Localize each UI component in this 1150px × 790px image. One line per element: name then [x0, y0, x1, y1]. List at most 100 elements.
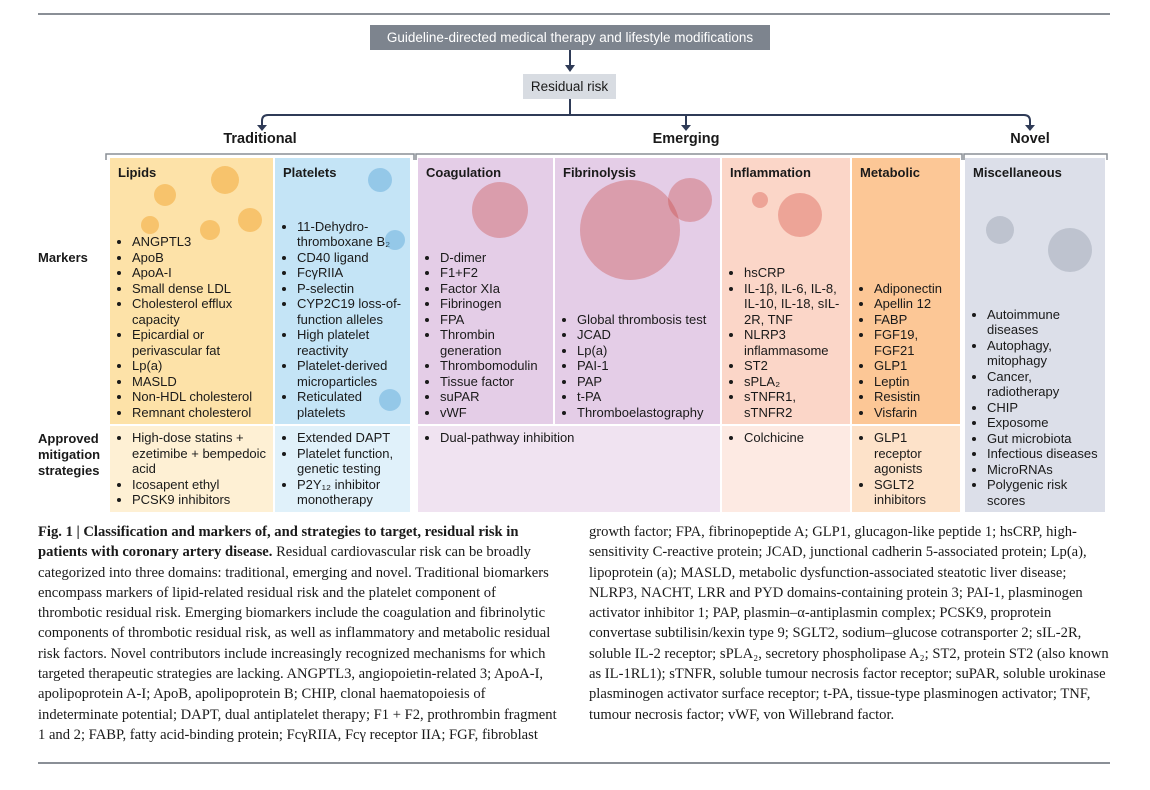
- marker-item: Global thrombosis test: [577, 312, 716, 328]
- column-title: Inflammation: [730, 165, 811, 180]
- group-label: Novel: [1010, 131, 1050, 147]
- strategy-item: SGLT2 inhibitors: [874, 477, 956, 508]
- marker-list: Global thrombosis testJCADLp(a)PAI-1PAPt…: [555, 312, 720, 421]
- arrow-head: [257, 125, 267, 131]
- marker-item: ApoB: [132, 250, 269, 266]
- marker-item: Thrombomodulin: [440, 358, 549, 374]
- marker-item: hsCRP: [744, 265, 846, 281]
- marker-item: Platelet-derived microparticles: [297, 358, 406, 389]
- strategy-block: High-dose statins + ezetimibe + bempedoi…: [110, 426, 273, 512]
- strategy-item: Colchicine: [744, 430, 846, 446]
- marker-item: Exposome: [987, 415, 1101, 431]
- row-label: Markers: [38, 250, 88, 265]
- marker-item: sPLA₂: [744, 374, 846, 390]
- strategy-block: Dual-pathway inhibition: [418, 426, 720, 512]
- marker-list: 11-Dehydro-thromboxane B₂CD40 ligandFcγR…: [275, 219, 410, 421]
- marker-item: vWF: [440, 405, 549, 421]
- strategy-item: Extended DAPT: [297, 430, 406, 446]
- tree-connectors: [105, 50, 1108, 160]
- strategy-list: Dual-pathway inhibition: [418, 430, 720, 446]
- strategy-item: High-dose statins + ezetimibe + bempedoi…: [132, 430, 269, 477]
- residual-risk-box: Residual risk: [523, 74, 616, 99]
- strategy-block: Extended DAPTPlatelet function, genetic …: [275, 426, 410, 512]
- strategy-item: PCSK9 inhibitors: [132, 492, 269, 508]
- marker-item: Leptin: [874, 374, 956, 390]
- column-title: Metabolic: [860, 165, 920, 180]
- strategy-list: Colchicine: [722, 430, 850, 446]
- marker-item: F1+F2: [440, 265, 549, 281]
- top-rule: [38, 13, 1110, 15]
- column-title: Lipids: [118, 165, 157, 180]
- strategy-list: GLP1 receptor agonistsSGLT2 inhibitors: [852, 430, 960, 508]
- strategy-block: Colchicine: [722, 426, 850, 512]
- group-bracket: [963, 153, 1108, 160]
- marker-item: Reticulated platelets: [297, 389, 406, 420]
- marker-item: ST2: [744, 358, 846, 374]
- marker-item: MicroRNAs: [987, 462, 1101, 478]
- caption-title: Fig. 1 | Classification and markers of, …: [38, 524, 519, 561]
- marker-column: Lipids ANGPTL3ApoBApoA-ISmall dense LDLCh…: [110, 158, 273, 424]
- marker-list: AdiponectinApellin 12FABPFGF19, FGF21GLP…: [852, 281, 960, 421]
- marker-item: Fibrinogen: [440, 296, 549, 312]
- marker-item: suPAR: [440, 389, 549, 405]
- marker-item: Polygenic risk scores: [987, 477, 1101, 508]
- marker-item: Epicardial or perivascular fat: [132, 327, 269, 358]
- marker-item: Apellin 12: [874, 296, 956, 312]
- therapy-box: Guideline-directed medical therapy and l…: [370, 25, 770, 50]
- marker-item: 11-Dehydro-thromboxane B₂: [297, 219, 406, 250]
- marker-item: CHIP: [987, 400, 1101, 416]
- marker-item: CYP2C19 loss-of-function alleles: [297, 296, 406, 327]
- marker-item: JCAD: [577, 327, 716, 343]
- arrow-head: [1025, 125, 1035, 131]
- group-label: Emerging: [652, 131, 720, 147]
- strategy-item: Platelet function, genetic testing: [297, 446, 406, 477]
- marker-item: Small dense LDL: [132, 281, 269, 297]
- marker-item: Lp(a): [577, 343, 716, 359]
- arrow-head: [565, 65, 575, 72]
- arrow-head: [681, 125, 691, 131]
- marker-list: hsCRPIL-1β, IL-6, IL-8, IL-10, IL-18, sI…: [722, 265, 850, 420]
- strategy-item: Dual-pathway inhibition: [440, 430, 716, 446]
- group-label: Traditional: [223, 131, 297, 147]
- marker-item: FcγRIIA: [297, 265, 406, 281]
- marker-item: Remnant cholesterol: [132, 405, 269, 421]
- strategy-list: Extended DAPTPlatelet function, genetic …: [275, 430, 410, 508]
- marker-item: Tissue factor: [440, 374, 549, 390]
- marker-column: Coagulation D-dimerF1+F2Factor XIaFibrino…: [418, 158, 553, 424]
- marker-list: Autoimmune diseasesAutophagy, mitophagyC…: [965, 307, 1105, 509]
- marker-column: Fibrinolysis Global thrombosis testJCADLp…: [555, 158, 720, 424]
- column-title: Platelets: [283, 165, 337, 180]
- marker-item: Lp(a): [132, 358, 269, 374]
- marker-item: PAP: [577, 374, 716, 390]
- marker-item: NLRP3 inflammasome: [744, 327, 846, 358]
- marker-item: FPA: [440, 312, 549, 328]
- strategy-list: High-dose statins + ezetimibe + bempedoi…: [110, 430, 273, 508]
- marker-item: ANGPTL3: [132, 234, 269, 250]
- caption-text: Residual cardiovascular risk can be broa…: [38, 524, 1109, 743]
- marker-item: ApoA-I: [132, 265, 269, 281]
- marker-item: Adiponectin: [874, 281, 956, 297]
- group-bracket: [105, 153, 415, 160]
- marker-item: GLP1: [874, 358, 956, 374]
- row-label: Approved mitigation strategies: [38, 431, 101, 478]
- marker-item: MASLD: [132, 374, 269, 390]
- column-title: Fibrinolysis: [563, 165, 636, 180]
- marker-item: CD40 ligand: [297, 250, 406, 266]
- marker-item: FGF19, FGF21: [874, 327, 956, 358]
- strategy-item: GLP1 receptor agonists: [874, 430, 956, 477]
- marker-list: ANGPTL3ApoBApoA-ISmall dense LDLCholeste…: [110, 234, 273, 420]
- figure-grid: Lipids ANGPTL3ApoBApoA-ISmall dense LDLCh…: [0, 0, 1150, 520]
- marker-item: Cancer, radiotherapy: [987, 369, 1101, 400]
- marker-item: Factor XIa: [440, 281, 549, 297]
- marker-item: Resistin: [874, 389, 956, 405]
- marker-column: Platelets 11-Dehydro-thromboxane B₂CD40 l…: [275, 158, 410, 424]
- marker-item: Cholesterol efflux capacity: [132, 296, 269, 327]
- figure-caption: Fig. 1 | Classification and markers of, …: [38, 522, 1110, 745]
- strategy-item: Icosapent ethyl: [132, 477, 269, 493]
- marker-item: P-selectin: [297, 281, 406, 297]
- marker-item: sTNFR1, sTNFR2: [744, 389, 846, 420]
- branch-line: [261, 114, 1031, 126]
- marker-item: t-PA: [577, 389, 716, 405]
- marker-column: Inflammation hsCRPIL-1β, IL-6, IL-8, IL-1…: [722, 158, 850, 424]
